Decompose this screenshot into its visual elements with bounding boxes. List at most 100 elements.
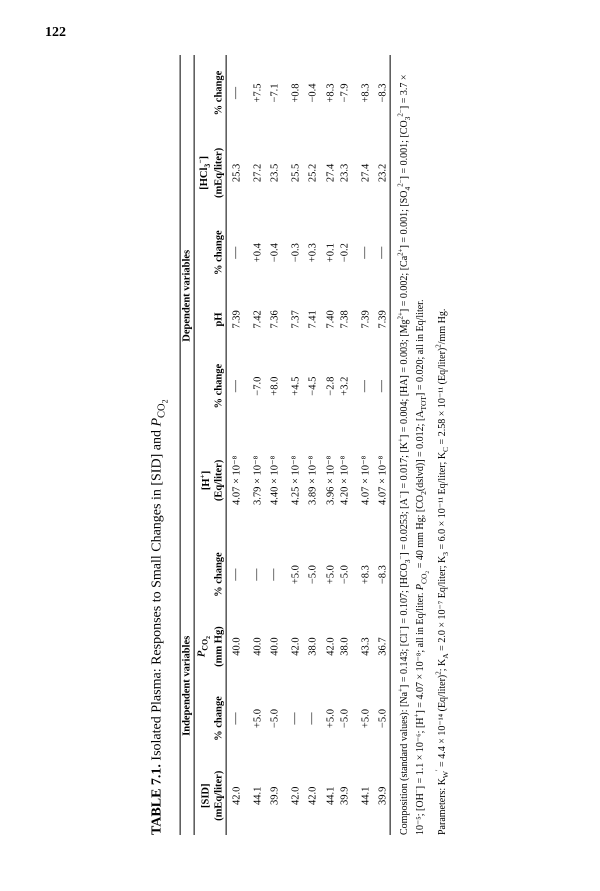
cell-pco2_d: +5.0	[286, 537, 303, 613]
cell-h: 3.96 × 10⁻⁸	[324, 424, 338, 537]
table-row: 42.0—40.0—4.07 × 10⁻⁸—7.39—25.3—	[227, 55, 245, 835]
rotated-content: TABLE 7.1. Isolated Plasma: Responses to…	[150, 55, 451, 835]
cell-h_d: −4.5	[303, 348, 320, 424]
cell-h: 4.07 × 10⁻⁸	[373, 424, 391, 537]
cell-sid_d: +5.0	[248, 681, 265, 757]
cell-sid_d: −5.0	[373, 681, 391, 757]
cell-h: 4.07 × 10⁻⁸	[356, 424, 373, 537]
cell-hco3_d: −7.1	[265, 55, 282, 131]
cell-hco3: 25.2	[303, 131, 320, 215]
cell-sid: 44.1	[324, 756, 338, 835]
cell-pco2_d: —	[248, 537, 265, 613]
cell-h_d: —	[356, 348, 373, 424]
cell-hco3_d: +8.3	[356, 55, 373, 131]
cell-sid: 39.9	[265, 756, 282, 835]
table-row: 44.1+5.043.3+8.34.07 × 10⁻⁸—7.39—27.4+8.…	[356, 55, 373, 835]
cell-ph: 7.42	[248, 291, 265, 349]
cell-ph_d: −0.2	[338, 215, 352, 291]
cell-ph_d: +0.3	[303, 215, 320, 291]
cell-pco2: 36.7	[373, 613, 391, 681]
cell-sid_d: +5.0	[324, 681, 338, 757]
col-hco3: [HCl3−]	[194, 131, 213, 215]
cell-h_d: −2.8	[324, 348, 338, 424]
cell-ph: 7.38	[338, 291, 352, 349]
cell-hco3_d: +7.5	[248, 55, 265, 131]
cell-sid: 44.1	[248, 756, 265, 835]
cell-hco3: 27.4	[356, 131, 373, 215]
cell-ph: 7.40	[324, 291, 338, 349]
table-row: 39.9−5.036.7−8.34.07 × 10⁻⁸—7.39—23.2−8.…	[373, 55, 391, 835]
cell-sid_d: −5.0	[265, 681, 282, 757]
cell-sid: 42.0	[227, 756, 245, 835]
cell-pco2: 42.0	[286, 613, 303, 681]
cell-hco3_d: +0.8	[286, 55, 303, 131]
cell-hco3_d: −0.4	[303, 55, 320, 131]
cell-h_d: −7.0	[248, 348, 265, 424]
cell-sid: 44.1	[356, 756, 373, 835]
table-row: 39.9−5.040.0—4.40 × 10⁻⁸+8.07.36−0.423.5…	[265, 55, 282, 835]
cell-h_d: —	[227, 348, 245, 424]
cell-pco2_d: —	[227, 537, 245, 613]
independent-header: Independent variables	[181, 537, 195, 835]
cell-ph: 7.37	[286, 291, 303, 349]
cell-pco2_d: −8.3	[373, 537, 391, 613]
cell-hco3: 23.3	[338, 131, 352, 215]
cell-h_d: +4.5	[286, 348, 303, 424]
col-sid: [SID]	[194, 756, 213, 835]
cell-pco2_d: +5.0	[324, 537, 338, 613]
cell-hco3: 25.3	[227, 131, 245, 215]
cell-ph: 7.41	[303, 291, 320, 349]
cell-pco2: 38.0	[303, 613, 320, 681]
dependent-header: Dependent variables	[181, 55, 195, 537]
cell-sid: 39.9	[338, 756, 352, 835]
cell-pco2: 43.3	[356, 613, 373, 681]
cell-sid: 39.9	[373, 756, 391, 835]
table-title: TABLE 7.1. Isolated Plasma: Responses to…	[150, 55, 170, 835]
cell-pco2: 40.0	[248, 613, 265, 681]
cell-hco3_d: −8.3	[373, 55, 391, 131]
cell-hco3: 23.5	[265, 131, 282, 215]
cell-pco2: 40.0	[227, 613, 245, 681]
cell-sid_d: +5.0	[356, 681, 373, 757]
cell-h_d: +8.0	[265, 348, 282, 424]
cell-ph_d: —	[356, 215, 373, 291]
cell-sid_d: −5.0	[338, 681, 352, 757]
cell-sid_d: —	[303, 681, 320, 757]
cell-sid_d: —	[286, 681, 303, 757]
data-table: Independent variables Dependent variable…	[180, 55, 392, 835]
page-number: 122	[45, 25, 66, 41]
cell-ph: 7.39	[227, 291, 245, 349]
table-row: 44.1+5.040.0—3.79 × 10⁻⁸−7.07.42+0.427.2…	[248, 55, 265, 835]
cell-hco3: 27.2	[248, 131, 265, 215]
table-row: 42.0—38.0−5.03.89 × 10⁻⁸−4.57.41+0.325.2…	[303, 55, 320, 835]
cell-pco2: 42.0	[324, 613, 338, 681]
cell-h: 4.20 × 10⁻⁸	[338, 424, 352, 537]
cell-hco3: 25.5	[286, 131, 303, 215]
cell-ph_d: —	[373, 215, 391, 291]
table-row: 44.1+5.042.0+5.03.96 × 10⁻⁸−2.87.40+0.12…	[324, 55, 338, 835]
cell-pco2_d: −5.0	[303, 537, 320, 613]
cell-ph_d: +0.1	[324, 215, 338, 291]
cell-hco3: 27.4	[324, 131, 338, 215]
footnotes: Composition (standard values): [Na+] = 0…	[397, 55, 450, 835]
col-h: [H+]	[194, 424, 213, 537]
cell-hco3_d: +8.3	[324, 55, 338, 131]
cell-h: 3.79 × 10⁻⁸	[248, 424, 265, 537]
cell-hco3_d: −7.9	[338, 55, 352, 131]
cell-pco2_d: —	[265, 537, 282, 613]
cell-ph: 7.39	[356, 291, 373, 349]
cell-h: 4.40 × 10⁻⁸	[265, 424, 282, 537]
cell-hco3_d: —	[227, 55, 245, 131]
cell-pco2_d: −5.0	[338, 537, 352, 613]
cell-pco2: 38.0	[338, 613, 352, 681]
cell-h: 4.07 × 10⁻⁸	[227, 424, 245, 537]
cell-ph_d: −0.3	[286, 215, 303, 291]
cell-h_d: +3.2	[338, 348, 352, 424]
table-row: 39.9−5.038.0−5.04.20 × 10⁻⁸+3.27.38−0.22…	[338, 55, 352, 835]
cell-sid: 42.0	[286, 756, 303, 835]
cell-hco3: 23.2	[373, 131, 391, 215]
cell-sid: 42.0	[303, 756, 320, 835]
cell-pco2_d: +8.3	[356, 537, 373, 613]
table-row: 42.0—42.0+5.04.25 × 10⁻⁸+4.57.37−0.325.5…	[286, 55, 303, 835]
cell-pco2: 40.0	[265, 613, 282, 681]
